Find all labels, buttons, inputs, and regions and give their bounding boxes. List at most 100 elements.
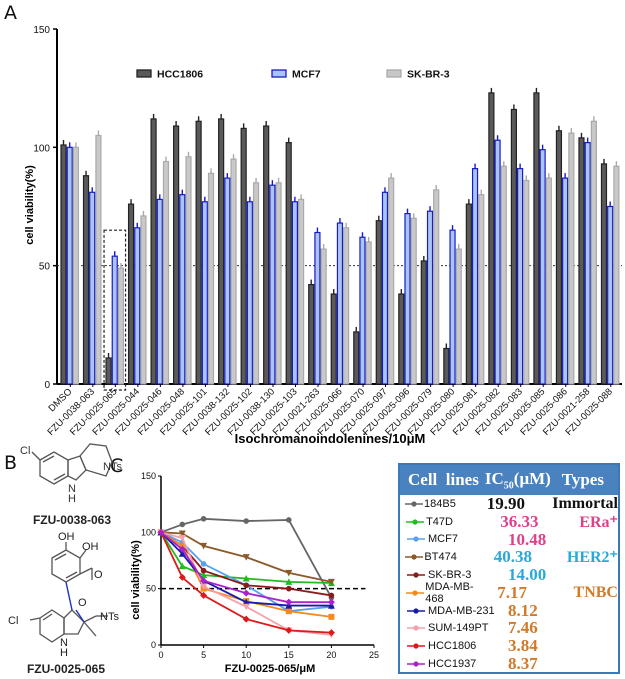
- a-y-axis-label: cell viability(%): [24, 165, 36, 245]
- bar-mcf7: [471, 168, 479, 385]
- point-sk-br-3: [200, 567, 207, 574]
- point-184b5: [243, 518, 249, 524]
- point-mda-mb-468: [328, 613, 335, 620]
- point-bt474: [327, 578, 335, 586]
- bar-sk-br-3: [140, 215, 147, 385]
- table-row: MDA-MB-231 8.12: [400, 601, 618, 620]
- a-y-tick-label: 100: [33, 143, 50, 154]
- cell-line-name: 184B5: [424, 497, 456, 510]
- header-types: Types: [561, 470, 604, 489]
- panel-label-c: C: [110, 455, 124, 477]
- legend-marker-icon: [404, 642, 428, 650]
- cell-line-name: HCC1937: [428, 658, 477, 671]
- bar-hcc1806: [555, 130, 563, 385]
- table-row: BT474 40.38 HER2⁺: [400, 547, 618, 567]
- point-hcc1937: [242, 589, 250, 597]
- atom-cl-2: Cl: [8, 615, 18, 627]
- a-y-tick-label: 150: [33, 25, 50, 36]
- bar-mcf7: [291, 201, 298, 385]
- cell-line-name: MCF7: [428, 533, 458, 546]
- bar-hcc1806: [150, 118, 157, 385]
- atom-o-carbonyl: O: [94, 569, 103, 581]
- legend-marker-icon: [404, 500, 424, 508]
- ic50-value: 36.33: [500, 511, 539, 531]
- point-hcc1806: [178, 573, 186, 581]
- bar-mcf7: [269, 184, 276, 385]
- bar-mcf7: [156, 198, 163, 385]
- bar-sk-br-3: [523, 179, 530, 385]
- cell-type: Immortal: [552, 494, 618, 512]
- point-t47d: [285, 578, 293, 585]
- table-row: SUM-149PT 7.46: [400, 618, 618, 637]
- bar-hcc1806: [82, 175, 90, 385]
- bar-hcc1806: [263, 125, 270, 385]
- bar-mcf7: [179, 194, 186, 385]
- legend-label-hcc1806: HCC1806: [157, 69, 203, 81]
- bar-sk-br-3: [388, 177, 395, 385]
- bar-hcc1806: [488, 92, 495, 385]
- cell-type: HER2⁺: [566, 549, 618, 567]
- bar-sk-br-3: [568, 132, 575, 385]
- atom-h-2: H: [60, 647, 68, 659]
- cell-type: ERa⁺: [579, 513, 618, 531]
- bar-hcc1806: [60, 144, 67, 385]
- bar-sk-br-3: [252, 182, 260, 385]
- legend-label-mcf7: MCF7: [292, 69, 321, 81]
- bar-mcf7: [246, 201, 253, 385]
- point-sum-149pt: [200, 583, 208, 590]
- bar-sk-br-3: [410, 217, 417, 385]
- bar-hcc1806: [353, 331, 360, 385]
- c-y-tick-label: 50: [146, 584, 156, 594]
- bar-hcc1806: [578, 137, 585, 385]
- line-hcc1806: [160, 531, 332, 634]
- point-sum-149pt: [178, 534, 186, 542]
- line-chart-c: 0 50 100 150 0 5 10 15 20 25 cell viability(%) FZ…: [130, 471, 379, 675]
- point-bt474: [242, 554, 250, 561]
- bar-mcf7: [607, 205, 614, 385]
- bar-hcc1806: [398, 293, 405, 385]
- legend-swatch-hcc1806: [136, 69, 152, 78]
- bar-sk-br-3: [478, 194, 485, 385]
- bar-sk-br-3: [365, 241, 372, 385]
- bar-hcc1806: [465, 203, 472, 385]
- a-y-tick-label: 0: [44, 380, 50, 391]
- bar-hcc1806: [600, 163, 608, 385]
- cell-line-name: SUM-149PT: [428, 622, 489, 635]
- atom-nts-1: NTs: [103, 461, 122, 473]
- point-hcc1806: [242, 615, 250, 623]
- legend-marker-icon: [404, 553, 424, 561]
- point-mda-mb-468: [285, 608, 292, 615]
- point-sk-br-3: [328, 592, 335, 599]
- c-y-tick-label: 100: [141, 527, 156, 537]
- point-184b5: [200, 516, 207, 522]
- bar-sk-br-3: [230, 158, 237, 385]
- bar-hcc1806: [375, 220, 382, 385]
- cell-line-name: BT474: [424, 551, 457, 564]
- bar-mcf7: [404, 213, 411, 385]
- c-x-tick-label: 15: [284, 650, 294, 660]
- table-header: Cell lines IC50(μM) Types: [400, 465, 618, 495]
- atom-cl-1: Cl: [20, 445, 30, 457]
- bar-mcf7: [584, 142, 591, 385]
- legend-marker-icon: [404, 589, 425, 597]
- atom-oh-1: OH: [58, 531, 75, 543]
- point-sk-br-3: [243, 582, 249, 589]
- header-ic50-prefix: IC: [484, 468, 504, 488]
- a-x-axis-label: Isochromanoindolenines/10μM: [235, 431, 426, 446]
- bar-hcc1806: [510, 108, 517, 385]
- atom-h-1: H: [68, 493, 76, 505]
- point-sk-br-3: [286, 585, 292, 592]
- bar-hcc1806: [195, 120, 202, 385]
- line-t47d: [160, 531, 332, 584]
- point-t47d: [178, 562, 186, 570]
- bar-mcf7: [111, 255, 118, 385]
- point-mda-mb-231: [178, 550, 186, 557]
- bar-sk-br-3: [590, 120, 597, 385]
- bar-sk-br-3: [275, 182, 282, 385]
- bar-mcf7: [516, 168, 524, 385]
- atom-n-1: N: [68, 483, 76, 495]
- bar-sk-br-3: [95, 134, 102, 385]
- legend-label-sk-br-3: SK-BR-3: [407, 69, 450, 81]
- atom-n-2: N: [60, 637, 68, 649]
